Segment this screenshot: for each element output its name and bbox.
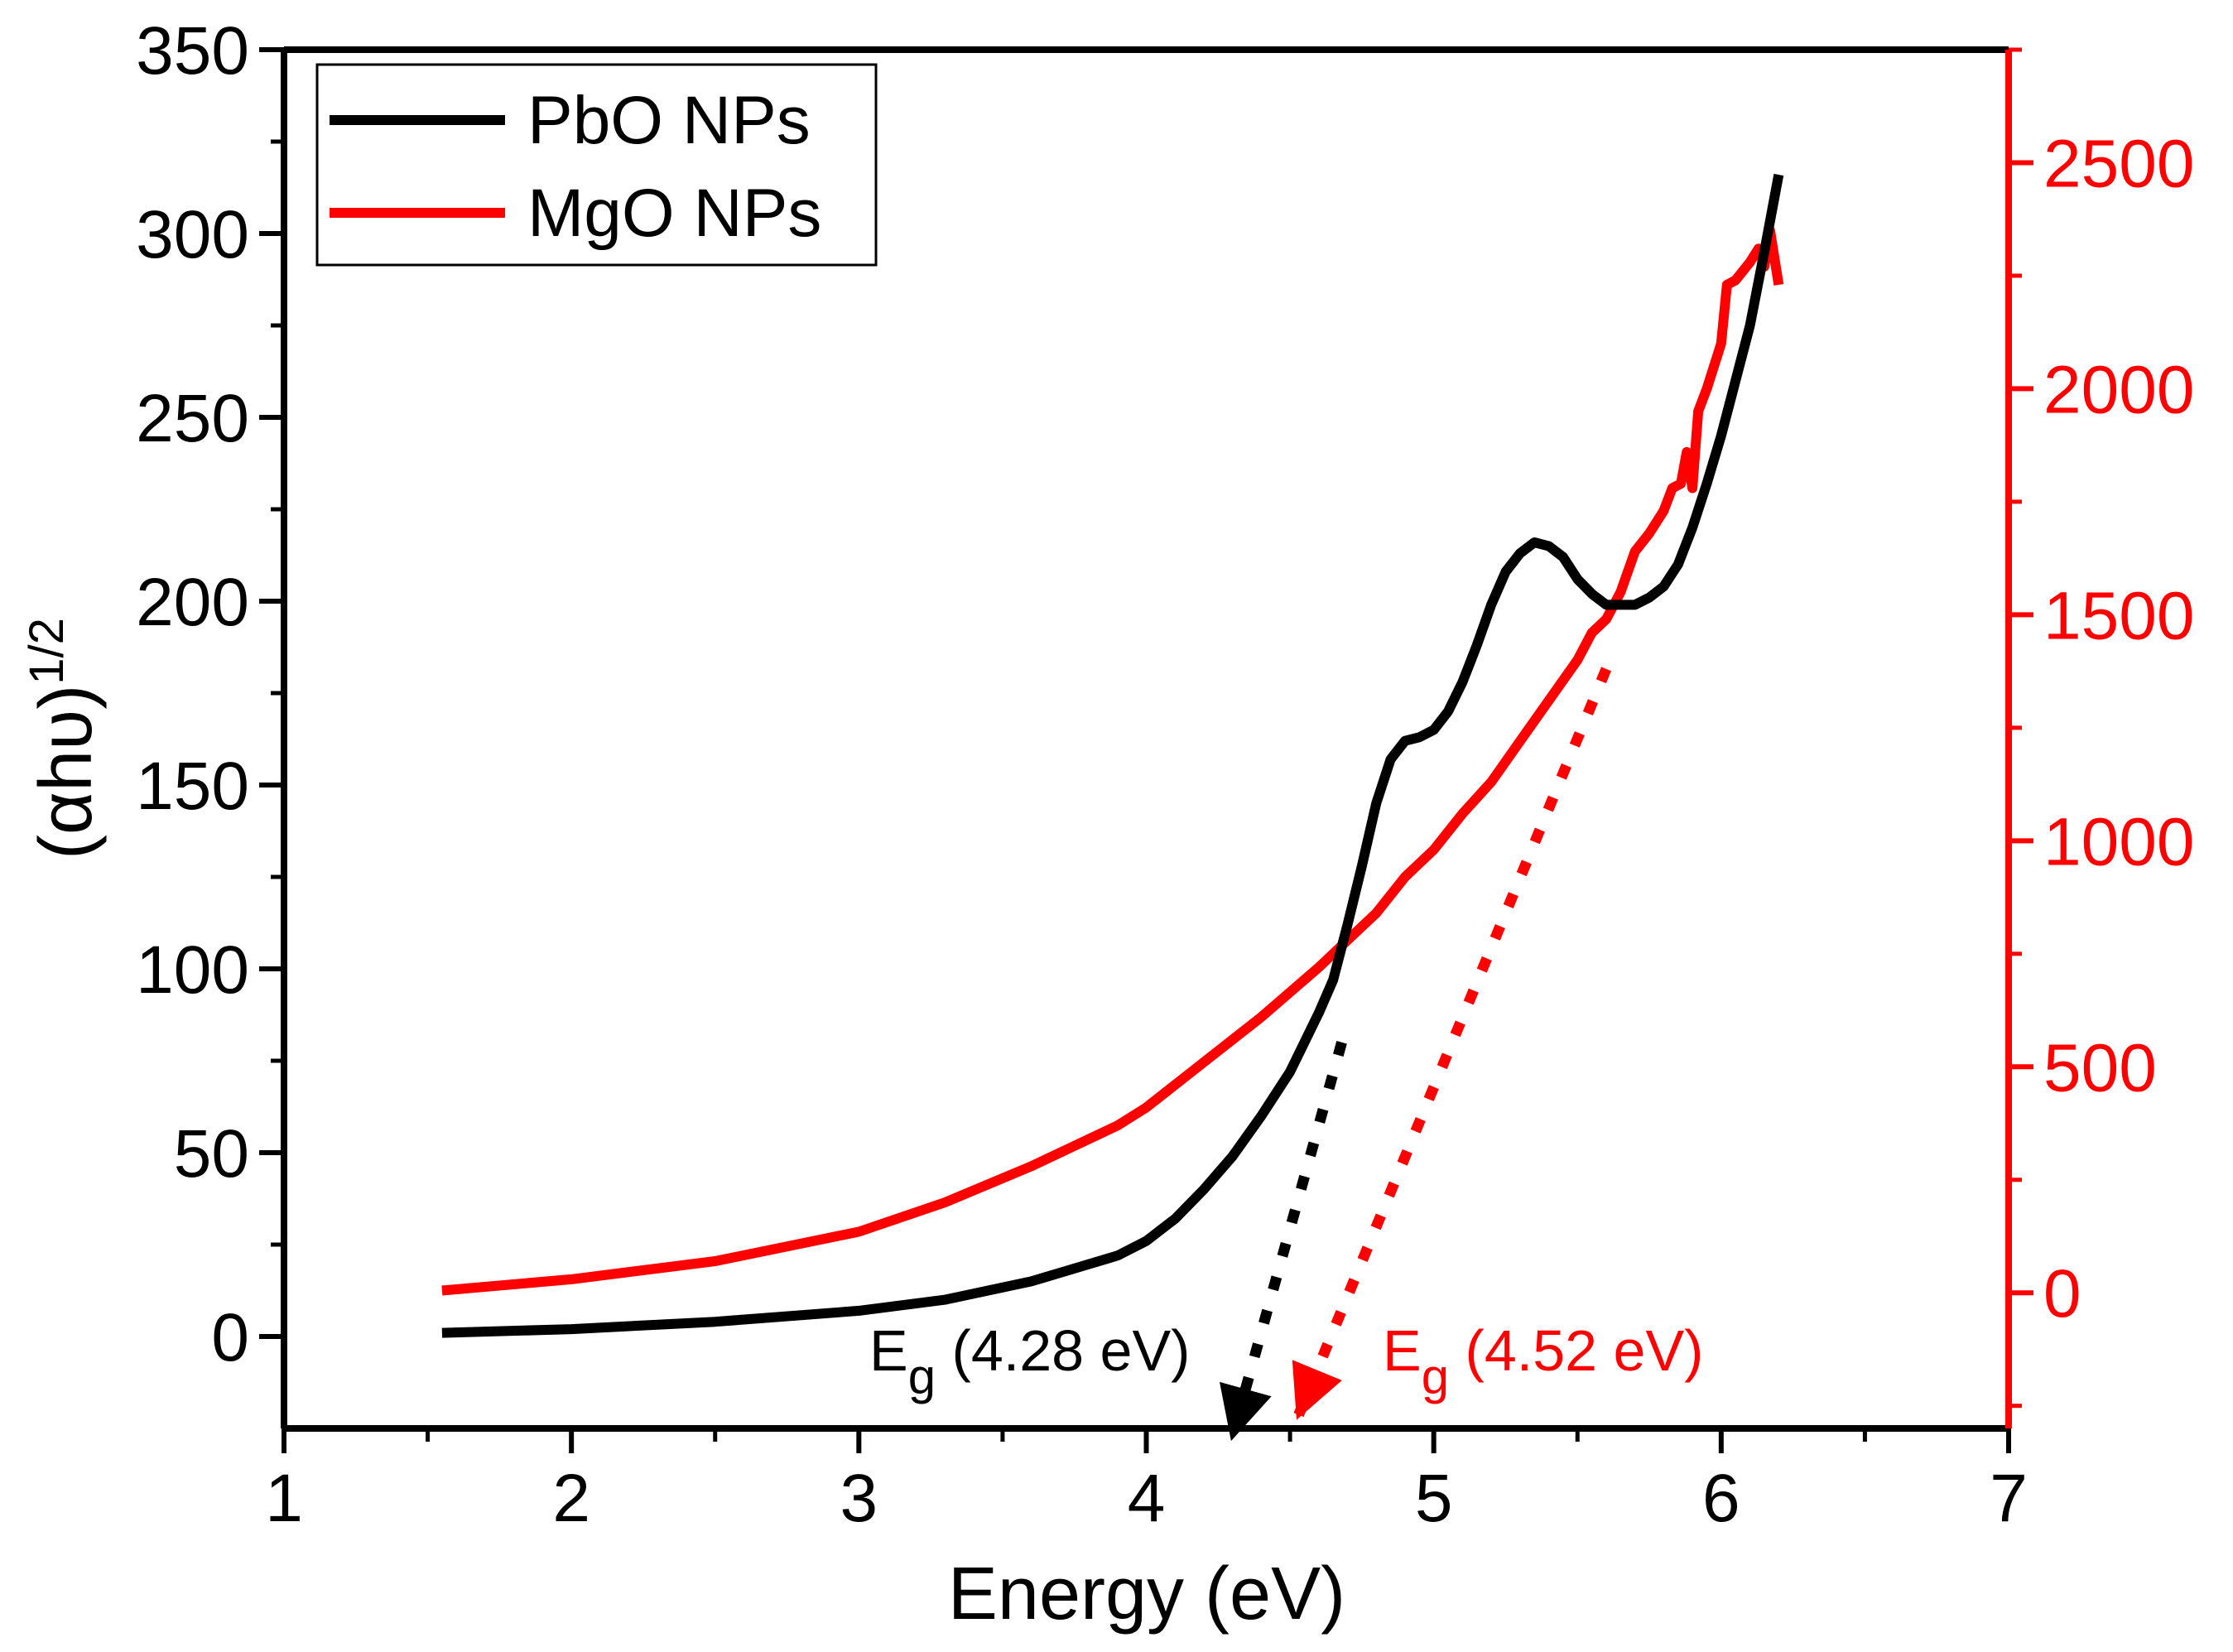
y-left-tick-label: 150 [136, 749, 249, 824]
eg-pbo-arrow [1219, 1041, 1347, 1442]
x-tick-label: 6 [1702, 1461, 1740, 1536]
series-layer [441, 173, 1784, 1338]
y-right-tick-label: 500 [2043, 1030, 2157, 1105]
x-tick-label: 1 [265, 1461, 303, 1536]
legend: PbO NPs MgO NPs [315, 63, 878, 267]
y-left-tick-label: 0 [211, 1300, 249, 1375]
left-y-axis-ticks: 0 50 100 150 200 250 300 350 [136, 13, 284, 1375]
right-y-axis-ticks: 0 500 1000 1500 2000 2500 [2009, 47, 2194, 1409]
x-tick-label: 5 [1415, 1461, 1453, 1536]
x-axis-title: Energy (eV) [948, 1553, 1345, 1635]
mgo-series-line [441, 225, 1784, 1296]
y-left-tick-label: 300 [136, 197, 249, 272]
legend-label-mgo: MgO NPs [527, 176, 821, 251]
y-right-tick-label: 2500 [2043, 126, 2194, 201]
legend-label-pbo: PbO NPs [527, 83, 811, 158]
y-right-tick-label: 1500 [2043, 578, 2194, 653]
eg-pbo-label: Eg (4.28 eV) [869, 1318, 1190, 1404]
x-tick-label: 2 [552, 1461, 590, 1536]
y-right-tick-label: 1000 [2043, 804, 2194, 879]
y-left-tick-label: 200 [136, 565, 249, 640]
y-left-tick-label: 100 [136, 932, 249, 1008]
y-right-tick-label: 0 [2043, 1256, 2081, 1332]
legend-box [315, 63, 878, 267]
y-left-tick-label: 350 [136, 13, 249, 89]
annotation-layer: Eg (4.28 eV) Eg (4.52 eV) [869, 667, 1703, 1442]
y-axis-title-left: (αhυ)1/2 [20, 618, 108, 860]
y-right-tick-label: 2000 [2043, 352, 2194, 427]
x-tick-label: 4 [1128, 1461, 1166, 1536]
x-tick-label: 3 [840, 1461, 878, 1536]
y-left-tick-label: 50 [174, 1116, 249, 1192]
eg-mgo-label: Eg (4.52 eV) [1383, 1318, 1703, 1404]
pbo-series-line [441, 173, 1784, 1338]
y-left-tick-label: 250 [136, 381, 249, 456]
x-axis-ticks: 1 2 3 4 5 6 7 [265, 1428, 2028, 1536]
x-tick-label: 7 [1990, 1461, 2028, 1536]
eg-mgo-arrow [1292, 667, 1611, 1420]
